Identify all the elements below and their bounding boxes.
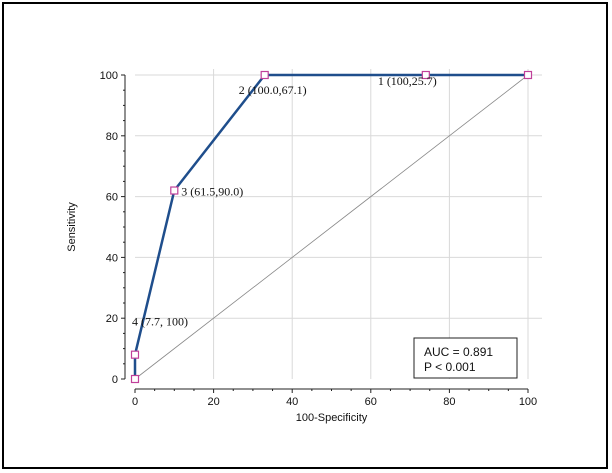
p-value: P < 0.001 — [424, 360, 476, 374]
x-axis-title: 100-Specificity — [296, 412, 368, 424]
x-tick-label: 20 — [207, 396, 219, 408]
grid — [135, 69, 542, 379]
roc-point-marker — [260, 70, 269, 80]
x-tick-label: 100 — [519, 396, 537, 408]
roc-point-marker — [130, 350, 140, 359]
chart-frame — [2, 2, 608, 469]
y-axis-title: Sensitivity — [66, 202, 78, 252]
roc-point-label: 4 (7.7, 100) — [132, 315, 188, 329]
y-tick-label: 40 — [106, 252, 118, 264]
y-tick-label: 0 — [112, 374, 118, 386]
roc-point-label: 1 (100,25.7) — [378, 74, 437, 88]
x-tick-label: 80 — [443, 396, 455, 408]
x-tick-label: 0 — [132, 396, 138, 408]
roc-point-label: 2 (100.0,67.1) — [239, 83, 307, 97]
x-tick-label: 60 — [365, 396, 377, 408]
y-tick-label: 20 — [106, 313, 118, 325]
roc-point-label: 3 (61.5,90.0) — [181, 185, 243, 199]
x-tick-label: 40 — [286, 396, 298, 408]
point-labels: 4 (7.7, 100) 3 (61.5,90.0) 2 (100.0,67.1) 1… — [132, 74, 437, 329]
auc-value: AUC = 0.891 — [424, 345, 493, 359]
axes: 0 20 40 60 80 100 0 20 40 60 80 100 — [100, 70, 538, 408]
y-tick-label: 60 — [106, 192, 118, 204]
roc-point-marker — [130, 374, 140, 384]
roc-point-marker — [170, 186, 179, 195]
auc-legend-box: AUC = 0.891 P < 0.001 — [413, 337, 518, 379]
roc-point-marker — [421, 70, 430, 80]
auc-legend-border — [413, 337, 518, 379]
reference-diagonal — [134, 74, 529, 380]
roc-point-marker — [523, 70, 533, 80]
roc-markers — [130, 70, 533, 384]
y-tick-label: 80 — [106, 131, 118, 143]
y-tick-label: 100 — [100, 70, 118, 82]
